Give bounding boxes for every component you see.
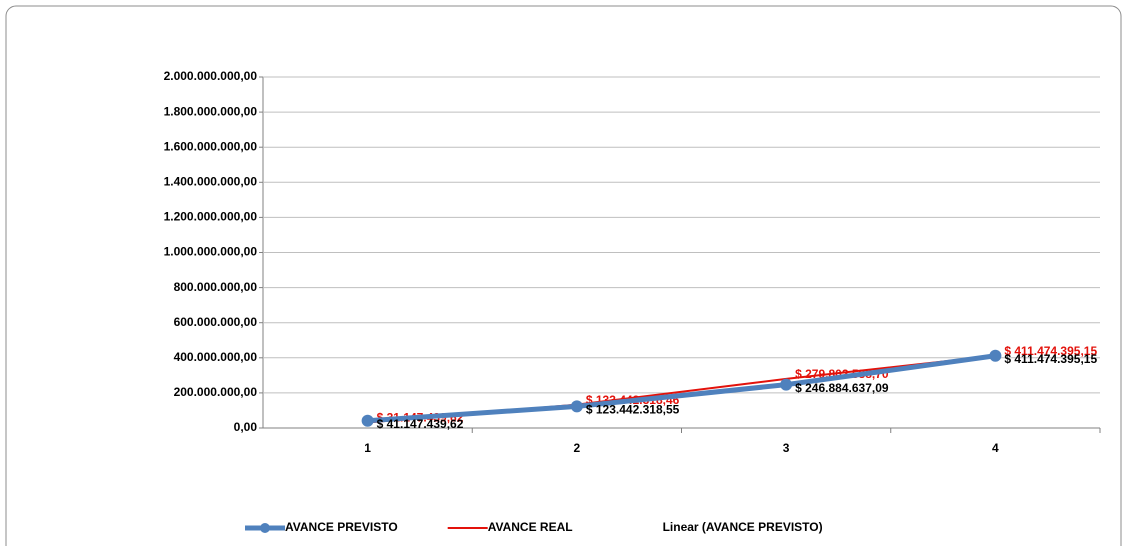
y-tick-label: 1.800.000.000,00 <box>164 104 258 118</box>
x-tick-label: 3 <box>783 441 790 455</box>
chart-border <box>5 5 1122 546</box>
data-label: $ 411.474.395,15 <box>1004 352 1097 366</box>
y-tick-label: 1.600.000.000,00 <box>164 139 258 153</box>
legend-label: AVANCE PREVISTO <box>285 520 398 534</box>
data-label: $ 246.884.637,09 <box>795 381 889 395</box>
y-tick-label: 1.400.000.000,00 <box>164 174 258 188</box>
legend-label: AVANCE REAL <box>488 520 573 534</box>
data-label: $ 123.442.318,55 <box>586 403 680 417</box>
data-label: $ 279.802.588,70 <box>795 367 889 381</box>
data-label: $ 41.147.439,62 <box>377 417 464 431</box>
x-tick-label: 2 <box>574 441 581 455</box>
y-tick-label: 1.200.000.000,00 <box>164 210 258 224</box>
data-label: $ 411.474.395,15 <box>1004 344 1097 358</box>
marker <box>780 378 793 391</box>
y-tick-label: 600.000.000,00 <box>174 315 258 329</box>
y-tick-label: 1.000.000.000,00 <box>164 245 258 259</box>
marker <box>989 349 1002 362</box>
y-tick-label: 400.000.000,00 <box>174 350 258 364</box>
x-tick-label: 4 <box>992 441 999 455</box>
marker <box>570 400 583 413</box>
x-tick-label: 1 <box>364 441 371 455</box>
y-tick-label: 2.000.000.000,00 <box>164 69 258 83</box>
y-tick-label: 200.000.000,00 <box>174 385 258 399</box>
legend-label: Linear (AVANCE PREVISTO) <box>663 520 823 534</box>
marker <box>361 414 374 427</box>
y-tick-label: 0,00 <box>234 420 258 434</box>
legend-marker <box>260 523 270 533</box>
y-tick-label: 800.000.000,00 <box>174 280 258 294</box>
series-line <box>367 353 996 424</box>
